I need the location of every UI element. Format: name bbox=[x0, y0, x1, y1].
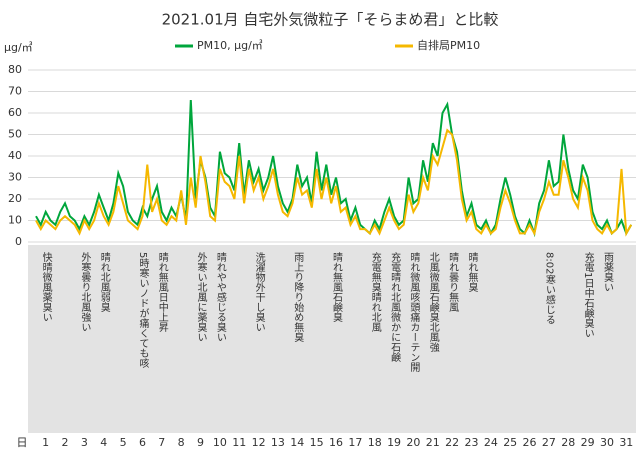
x-tick-label: 17 bbox=[348, 436, 362, 449]
x-tick-label: 6 bbox=[139, 436, 146, 449]
y-tick-label: 30 bbox=[8, 171, 22, 184]
annotation: 雨上り降り始め無臭 bbox=[292, 252, 304, 343]
annotation: 晴れ無臭 bbox=[466, 251, 478, 293]
annotation: 晴れ北風弱臭 bbox=[98, 251, 110, 313]
x-tick-label: 5 bbox=[120, 436, 127, 449]
x-tick-label: 25 bbox=[503, 436, 517, 449]
x-tick-label: 1 bbox=[42, 436, 49, 449]
annotation: 充電1日中石鹸臭い bbox=[582, 251, 594, 339]
annotation: 晴れ曇り無風 bbox=[447, 251, 459, 313]
y-tick-label: 50 bbox=[8, 128, 22, 141]
x-tick-label: 10 bbox=[213, 436, 227, 449]
x-tick-label: 12 bbox=[252, 436, 266, 449]
x-tick-label: 14 bbox=[290, 436, 304, 449]
x-tick-label: 30 bbox=[600, 436, 614, 449]
y-tick-label: 10 bbox=[8, 214, 22, 227]
annotation: 晴れ無風石鹸臭 bbox=[331, 251, 343, 323]
x-tick-label: 29 bbox=[581, 436, 595, 449]
annotation: 充電無臭晴れ北風 bbox=[369, 251, 381, 333]
x-tick-label: 16 bbox=[329, 436, 343, 449]
y-tick-label: 80 bbox=[8, 63, 22, 76]
y-tick-label: 70 bbox=[8, 85, 22, 98]
x-tick-label: 4 bbox=[100, 436, 107, 449]
x-tick-label: 8 bbox=[178, 436, 185, 449]
annotation: 晴れ微風咳頭痛カーテン開 bbox=[408, 251, 420, 373]
y-axis-label: μg/㎥ bbox=[4, 41, 33, 54]
x-tick-label: 21 bbox=[426, 436, 440, 449]
x-tick-label: 3 bbox=[81, 436, 88, 449]
annotation: 外寒曇り北風強い bbox=[79, 252, 91, 332]
x-tick-label: 19 bbox=[387, 436, 401, 449]
x-tick-label: 22 bbox=[445, 436, 459, 449]
annotation: 晴れやや感じる臭い bbox=[214, 251, 226, 342]
x-tick-label: 18 bbox=[368, 436, 382, 449]
x-tick-label: 31 bbox=[619, 436, 633, 449]
annotation: 晴れ無風日中上昇 bbox=[156, 251, 168, 333]
annotation-area bbox=[28, 245, 636, 433]
x-tick-label: 23 bbox=[464, 436, 478, 449]
x-tick-label: 13 bbox=[271, 436, 285, 449]
x-tick-label: 28 bbox=[561, 436, 575, 449]
x-tick-label: 11 bbox=[232, 436, 246, 449]
annotation: 外寒い北風に薬臭い bbox=[195, 252, 207, 342]
y-tick-label: 20 bbox=[8, 192, 22, 205]
x-tick-label: 27 bbox=[542, 436, 556, 449]
annotation: 5時寒いノドが痛くても咳 bbox=[137, 252, 149, 369]
x-axis-label: 日 bbox=[17, 436, 28, 449]
series-line bbox=[35, 100, 633, 238]
y-tick-label: 0 bbox=[15, 235, 22, 248]
x-tick-label: 24 bbox=[484, 436, 498, 449]
annotation: 快晴微風薬臭い bbox=[40, 252, 52, 322]
annotation: 8:02寒い感じる bbox=[543, 252, 555, 324]
x-tick-label: 15 bbox=[310, 436, 324, 449]
series-line bbox=[35, 128, 633, 237]
annotation: 洗濯物外干し臭い bbox=[253, 252, 265, 332]
x-tick-label: 20 bbox=[406, 436, 420, 449]
annotation: 北風微風石鹸臭北風強 bbox=[427, 252, 439, 353]
annotation: 充電晴れ北風微かに石鹸 bbox=[389, 251, 401, 363]
legend-label: 自排局PM10 bbox=[417, 38, 480, 52]
y-tick-label: 60 bbox=[8, 106, 22, 119]
x-tick-label: 7 bbox=[158, 436, 165, 449]
y-tick-label: 40 bbox=[8, 149, 22, 162]
x-tick-label: 9 bbox=[197, 436, 204, 449]
annotation: 雨薬臭い bbox=[601, 252, 613, 292]
chart-title: 2021.01月 自宅外気微粒子「そらまめ君」と比較 bbox=[162, 11, 499, 29]
x-tick-label: 2 bbox=[62, 436, 69, 449]
legend-label: PM10, μg/㎥ bbox=[197, 39, 263, 52]
x-tick-label: 26 bbox=[523, 436, 537, 449]
